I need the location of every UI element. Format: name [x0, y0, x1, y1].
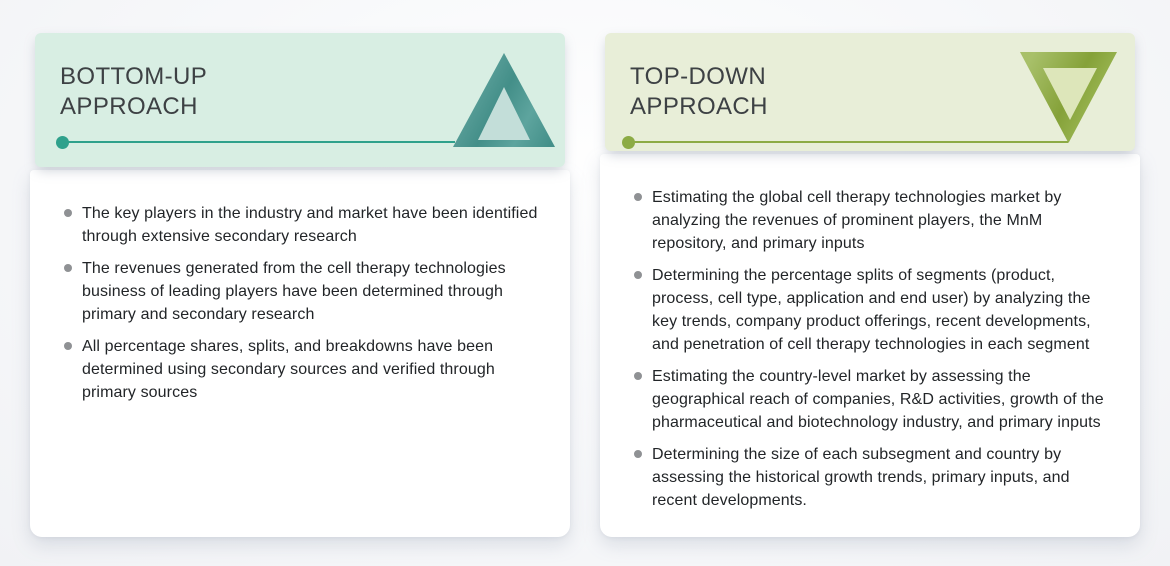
card-bottom-up: BOTTOM-UP APPROACH The key players in th… — [30, 33, 570, 537]
bullet-dot-icon — [634, 372, 642, 380]
bullet-dot-icon — [64, 264, 72, 272]
list-item: Estimating the country-level market by a… — [634, 365, 1118, 434]
bullet-text: Estimating the global cell therapy techn… — [652, 189, 1062, 252]
bullet-text: The key players in the industry and mark… — [82, 205, 538, 245]
bullet-dot-icon — [64, 209, 72, 217]
bullet-dot-icon — [634, 450, 642, 458]
bottom-up-title: BOTTOM-UP APPROACH — [60, 63, 208, 120]
accent-line — [628, 141, 1068, 143]
accent-line — [63, 141, 455, 143]
list-item: Estimating the global cell therapy techn… — [634, 186, 1118, 255]
top-down-bullet-list: Estimating the global cell therapy techn… — [634, 186, 1118, 512]
bullet-text: Determining the size of each subsegment … — [652, 446, 1070, 509]
list-item: The key players in the industry and mark… — [64, 202, 548, 248]
card-top-down: TOP-DOWN APPROACH Estimating the global … — [600, 33, 1140, 537]
bottom-up-header: BOTTOM-UP APPROACH — [35, 33, 565, 167]
bullet-dot-icon — [634, 271, 642, 279]
bullet-text: All percentage shares, splits, and break… — [82, 338, 495, 401]
down-triangle-icon — [1020, 52, 1117, 143]
top-down-body: Estimating the global cell therapy techn… — [600, 154, 1140, 537]
bullet-text: Estimating the country-level market by a… — [652, 368, 1104, 431]
top-down-title: TOP-DOWN APPROACH — [630, 63, 768, 120]
down-triangle-inner-icon — [1043, 68, 1097, 120]
list-item: Determining the size of each subsegment … — [634, 443, 1118, 512]
list-item: The revenues generated from the cell the… — [64, 257, 548, 326]
up-triangle-inner-icon — [478, 87, 530, 140]
bullet-text: The revenues generated from the cell the… — [82, 260, 506, 323]
list-item: Determining the percentage splits of seg… — [634, 264, 1118, 356]
up-triangle-icon — [453, 53, 555, 147]
accent-dot — [56, 136, 69, 149]
bottom-up-bullet-list: The key players in the industry and mark… — [64, 202, 548, 404]
bottom-up-body: The key players in the industry and mark… — [30, 170, 570, 537]
top-down-header: TOP-DOWN APPROACH — [605, 33, 1135, 151]
bullet-dot-icon — [634, 193, 642, 201]
list-item: All percentage shares, splits, and break… — [64, 335, 548, 404]
bullet-text: Determining the percentage splits of seg… — [652, 267, 1091, 353]
bullet-dot-icon — [64, 342, 72, 350]
